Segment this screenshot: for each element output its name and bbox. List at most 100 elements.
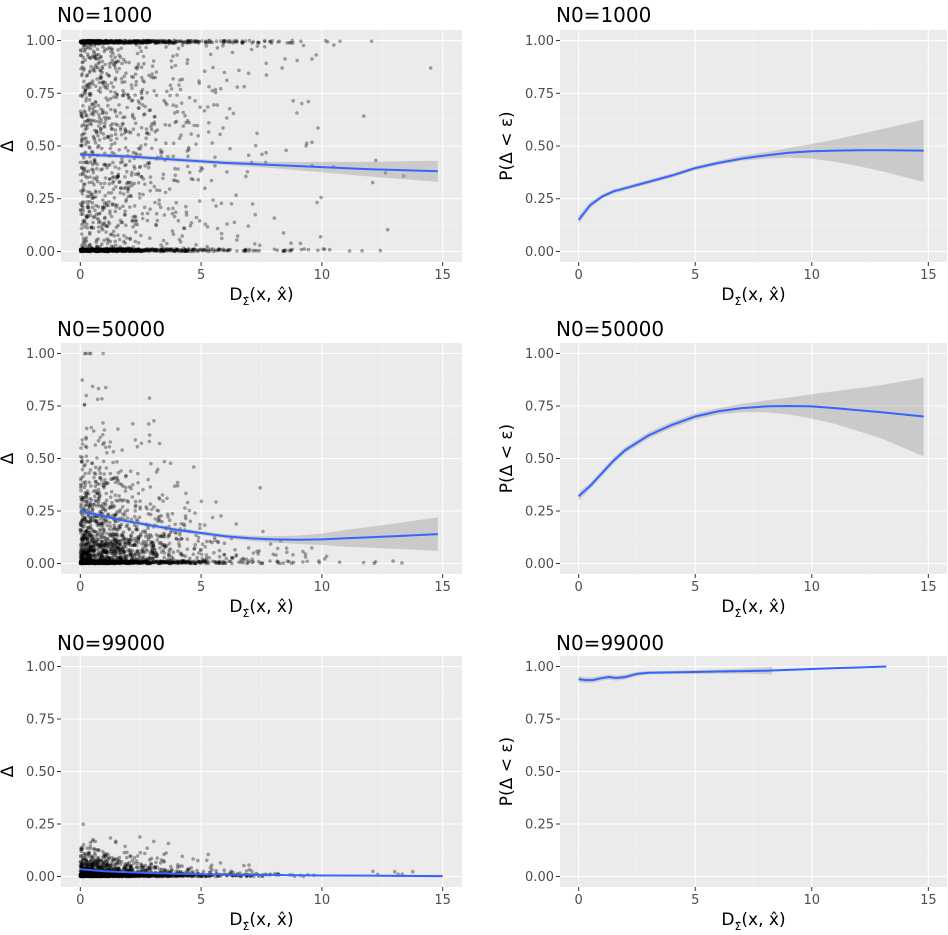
scatter-point xyxy=(219,247,223,252)
scatter-point xyxy=(197,79,201,83)
scatter-point xyxy=(181,124,186,128)
scatter-point xyxy=(88,41,92,45)
scatter-point xyxy=(83,40,88,44)
scatter-point xyxy=(102,472,106,476)
scatter-point xyxy=(94,203,98,208)
scatter-point xyxy=(145,131,149,135)
scatter-point xyxy=(163,544,168,549)
scatter-point xyxy=(121,192,126,196)
scatter-point xyxy=(88,175,92,179)
scatter-point xyxy=(152,122,157,126)
scatter-point xyxy=(148,40,153,44)
scatter-point xyxy=(124,485,128,490)
scatter-point xyxy=(171,103,175,107)
scatter-point xyxy=(203,558,207,563)
scatter-point xyxy=(116,427,120,431)
scatter-point xyxy=(154,248,159,252)
scatter-point xyxy=(84,39,89,43)
scatter-point xyxy=(101,79,106,84)
scatter-point xyxy=(81,219,85,223)
scatter-point xyxy=(141,54,146,59)
scatter-point xyxy=(110,122,115,126)
y-tick-label: 1.00 xyxy=(26,347,55,362)
scatter-point xyxy=(94,84,98,88)
scatter-point xyxy=(104,247,109,252)
y-tick-label: 0.50 xyxy=(525,452,554,467)
scatter-point xyxy=(115,460,119,464)
scatter-point xyxy=(109,38,114,43)
scatter-point xyxy=(127,159,132,163)
scatter-point xyxy=(136,99,141,103)
scatter-point xyxy=(219,231,224,236)
scatter-point xyxy=(130,170,134,175)
scatter-point xyxy=(109,127,114,131)
scatter-point xyxy=(374,158,378,163)
scatter-point xyxy=(95,456,99,460)
scatter-point xyxy=(79,488,83,493)
scatter-point xyxy=(150,146,154,150)
scatter-point xyxy=(187,95,192,100)
scatter-point xyxy=(105,86,109,91)
scatter-point xyxy=(141,487,145,492)
scatter-point xyxy=(124,474,128,479)
scatter-point xyxy=(400,561,404,565)
scatter-point xyxy=(173,178,178,183)
scatter-point xyxy=(241,40,245,44)
scatter-point xyxy=(89,425,94,430)
scatter-point xyxy=(78,522,83,526)
scatter-point xyxy=(165,102,169,107)
scatter-point xyxy=(84,435,88,440)
scatter-point xyxy=(147,160,152,165)
scatter-point xyxy=(137,45,142,50)
scatter-n1000-x-axis-label: DΣ̂(x, x̂) xyxy=(229,285,293,308)
scatter-point xyxy=(95,38,100,43)
scatter-point xyxy=(89,484,93,488)
scatter-point xyxy=(181,110,186,115)
scatter-point xyxy=(110,127,114,131)
scatter-point xyxy=(87,40,91,45)
scatter-point xyxy=(111,51,115,56)
scatter-point xyxy=(140,216,145,221)
scatter-point xyxy=(268,39,273,44)
scatter-point xyxy=(149,39,153,44)
scatter-point xyxy=(131,150,136,155)
scatter-point xyxy=(225,170,229,174)
scatter-point xyxy=(83,142,88,147)
scatter-point xyxy=(136,247,140,252)
scatter-point xyxy=(135,51,140,56)
scatter-point xyxy=(185,39,190,43)
scatter-point xyxy=(99,40,103,45)
scatter-point xyxy=(136,471,140,476)
y-tick-label: 0.25 xyxy=(525,505,554,520)
scatter-point xyxy=(103,249,107,253)
scatter-point xyxy=(149,512,153,517)
scatter-point xyxy=(133,239,137,244)
x-tick-label: 15 xyxy=(434,580,451,595)
scatter-point xyxy=(242,84,246,89)
scatter-point xyxy=(95,162,99,166)
scatter-point xyxy=(99,248,104,253)
scatter-point xyxy=(102,84,107,88)
scatter-point xyxy=(104,39,108,43)
scatter-point xyxy=(198,169,203,173)
scatter-point xyxy=(108,232,113,237)
scatter-point xyxy=(122,248,127,252)
scatter-point xyxy=(109,142,114,147)
scatter-point xyxy=(98,504,102,509)
scatter-point xyxy=(97,60,102,64)
scatter-point xyxy=(142,80,146,84)
scatter-point xyxy=(114,95,119,100)
scatter-point xyxy=(193,40,198,45)
scatter-point xyxy=(85,200,89,204)
scatter-point xyxy=(284,148,288,153)
scatter-point xyxy=(104,385,108,390)
scatter-point xyxy=(94,249,99,253)
scatter-point xyxy=(183,506,187,510)
scatter-point xyxy=(128,205,132,209)
scatter-point xyxy=(96,40,101,45)
scatter-point xyxy=(167,247,172,252)
scatter-point xyxy=(373,560,378,564)
scatter-point xyxy=(145,90,149,95)
scatter-point xyxy=(161,245,165,250)
scatter-point xyxy=(84,39,88,44)
